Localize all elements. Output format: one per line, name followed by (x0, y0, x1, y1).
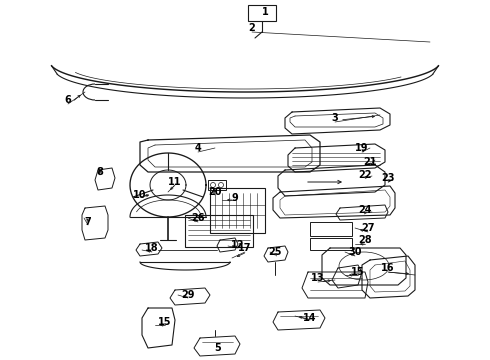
Text: 15: 15 (351, 267, 365, 277)
Bar (248, 5, 276, 21)
Text: 29: 29 (181, 290, 195, 300)
Text: 9: 9 (232, 193, 238, 203)
Text: 14: 14 (303, 313, 317, 323)
Text: 12: 12 (231, 240, 245, 250)
Text: 16: 16 (381, 263, 395, 273)
Text: 15: 15 (158, 317, 172, 327)
Text: 26: 26 (191, 213, 205, 223)
Text: 11: 11 (168, 177, 182, 187)
Text: 13: 13 (311, 273, 325, 283)
Text: 19: 19 (355, 143, 369, 153)
Text: 30: 30 (348, 247, 362, 257)
Text: 23: 23 (381, 173, 395, 183)
Bar (310, 238, 352, 250)
Bar (210, 188, 265, 233)
Text: 4: 4 (195, 143, 201, 153)
Text: 10: 10 (133, 190, 147, 200)
Text: 28: 28 (358, 235, 372, 245)
Text: 18: 18 (145, 243, 159, 253)
Text: 5: 5 (215, 343, 221, 353)
Text: 24: 24 (358, 205, 372, 215)
Bar (185, 215, 253, 247)
Text: 3: 3 (332, 113, 339, 123)
Text: 2: 2 (248, 23, 255, 33)
Bar (310, 222, 352, 236)
Bar (208, 180, 226, 190)
Text: 6: 6 (65, 95, 72, 105)
Text: 7: 7 (85, 217, 91, 227)
Text: 20: 20 (208, 187, 222, 197)
Text: 27: 27 (361, 223, 375, 233)
Text: 21: 21 (363, 157, 377, 167)
Text: 22: 22 (358, 170, 372, 180)
Text: 1: 1 (262, 7, 269, 17)
Text: 17: 17 (238, 243, 252, 253)
Text: 25: 25 (268, 247, 282, 257)
Text: 8: 8 (97, 167, 103, 177)
